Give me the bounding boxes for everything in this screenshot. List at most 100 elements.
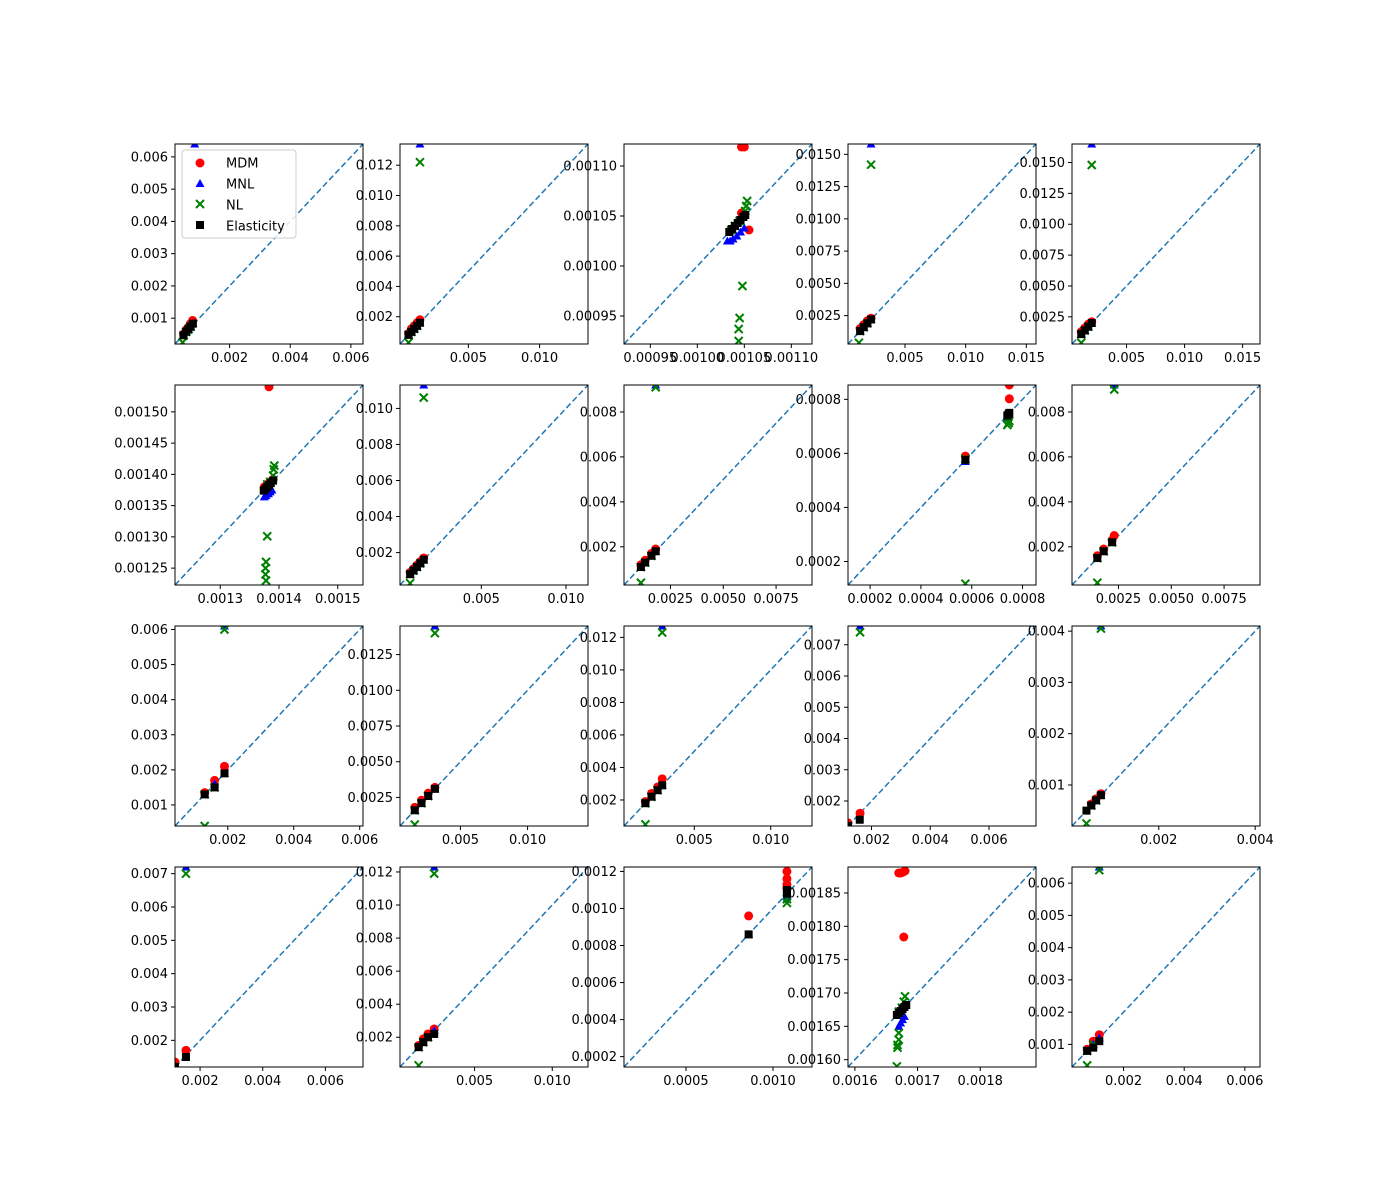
subplot-10-x-tick-label-1: 0.0025 <box>1096 592 1142 607</box>
subplot-15: 0.002 0.004 0.001 0.002 0.003 0.004 <box>1028 625 1274 848</box>
subplot-1-x-tick-label-1: 0.002 <box>211 351 248 366</box>
subplot-2: 0.005 0.010 0.002 0.004 0.006 0.008 0.010 0.012 <box>356 143 589 366</box>
subplot-6-y-tick-label-2: 0.00130 <box>114 530 168 545</box>
subplot-14-mdm-point-2 <box>855 808 865 818</box>
subplot-14: 0.002 0.004 0.006 0.002 0.003 0.004 0.005 0.006… <box>804 625 1037 848</box>
subplot-10-elasticity-point-1 <box>1093 554 1102 563</box>
subplot-11-elasticity-point-2 <box>210 783 219 792</box>
subplot-12-y-tick-label-1: 0.0025 <box>348 791 394 806</box>
subplot-8-elasticity-point-3 <box>647 551 656 560</box>
subplot-10-elasticity-point-2 <box>1099 547 1108 556</box>
subplot-7-y-tick-label-4: 0.008 <box>356 438 393 453</box>
subplot-13-x-tick-label-1: 0.005 <box>676 833 713 848</box>
legend-label-mnl: MNL <box>226 178 255 193</box>
subplot-9: 0.0002 0.0004 0.0006 0.0008 0.0002 0.0004 0.00… <box>796 384 1045 607</box>
subplot-5-elasticity-point-4 <box>1087 319 1096 328</box>
subplot-17-frame <box>399 866 589 1068</box>
subplot-17-y-tick-label-4: 0.008 <box>356 932 393 947</box>
subplot-8-y-tick-label-3: 0.006 <box>580 450 617 465</box>
subplot-3-y-tick-label-4: 0.00110 <box>563 160 617 175</box>
subplot-7-y-tick-label-1: 0.002 <box>356 546 393 561</box>
subplot-12-y-tick-label-5: 0.0125 <box>348 648 394 663</box>
subplot-17-y-tick-label-1: 0.002 <box>356 1031 393 1046</box>
subplot-9-y-tick-label-3: 0.0006 <box>796 447 842 462</box>
subplot-2-x-tick-label-1: 0.005 <box>450 351 487 366</box>
subplot-18-y-tick-label-1: 0.0002 <box>572 1050 618 1065</box>
subplot-11-y-tick-label-4: 0.004 <box>131 693 168 708</box>
subplot-17-elasticity-point-1 <box>414 1043 423 1052</box>
subplot-16-x-tick-label-2: 0.004 <box>244 1074 281 1089</box>
subplot-20-y-tick-label-2: 0.002 <box>1028 1006 1065 1021</box>
subplot-13: 0.005 0.010 0.002 0.004 0.006 0.008 0.010 0.012 <box>580 625 813 848</box>
subplot-12-elasticity-point-4 <box>430 784 439 793</box>
subplot-13-mnl-point-5 <box>657 626 667 630</box>
subplot-11-x-tick-label-3: 0.006 <box>341 833 378 848</box>
subplot-11-nl-point-3 <box>219 626 230 635</box>
subplot-14-frame <box>847 625 1037 827</box>
subplot-13-elasticity-point-3 <box>653 786 662 795</box>
subplot-12-y-tick-label-3: 0.0075 <box>348 720 394 735</box>
subplot-14-x-tick-label-2: 0.004 <box>912 833 949 848</box>
subplot-11-elasticity-point-1 <box>200 790 209 799</box>
subplot-17-y-tick-label-5: 0.010 <box>356 899 393 914</box>
subplot-17-y-tick-label-6: 0.012 <box>356 865 393 880</box>
subplot-9-x-tick-label-3: 0.0006 <box>949 592 995 607</box>
subplot-10-plot-area <box>1072 385 1260 585</box>
legend-label-nl: NL <box>226 199 244 214</box>
subplot-13-elasticity-point-2 <box>647 792 656 801</box>
subplot-1-y-tick-label-5: 0.005 <box>131 183 168 198</box>
subplot-3-mnl-point-6 <box>722 236 732 245</box>
subplot-14-y-tick-label-4: 0.005 <box>804 701 841 716</box>
subplot-15-elasticity-point-2 <box>1087 801 1096 810</box>
subplot-18-x-tick-label-2: 0.0010 <box>750 1074 796 1089</box>
subplot-1-reference-line <box>175 144 363 344</box>
subplot-18-plot-area <box>624 867 812 1067</box>
subplot-1-y-tick-label-1: 0.001 <box>131 312 168 327</box>
subplot-16-x-tick-label-3: 0.006 <box>307 1074 344 1089</box>
subplot-11-y-tick-label-6: 0.006 <box>131 623 168 638</box>
subplot-20-x-tick-label-1: 0.002 <box>1105 1074 1142 1089</box>
subplot-20-y-tick-label-4: 0.004 <box>1028 941 1065 956</box>
subplot-5-x-tick-label-3: 0.015 <box>1224 351 1261 366</box>
subplot-17-nl-point-4 <box>429 868 439 879</box>
subplot-18-mdm-point-1 <box>744 911 754 921</box>
legend-label-mdm: MDM <box>226 157 258 172</box>
subplot-11-mdm-point-3 <box>219 761 229 771</box>
subplot-6-y-tick-label-3: 0.00135 <box>114 499 168 514</box>
legend-marker-mnl <box>195 179 205 187</box>
subplot-15-nl-point-3 <box>1096 626 1106 634</box>
subplot-17-elasticity-point-4 <box>430 1029 439 1038</box>
subplot-11: 0.002 0.004 0.006 0.001 0.002 0.003 0.004 0.005… <box>131 623 379 848</box>
subplot-15-x-tick-label-2: 0.004 <box>1237 833 1274 848</box>
subplot-20: 0.002 0.004 0.006 0.001 0.002 0.003 0.004 0.005… <box>1028 866 1263 1089</box>
subplot-3-reference-line <box>624 144 812 344</box>
subplot-13-nl-point-5 <box>640 819 651 826</box>
subplot-12: 0.005 0.010 0.0025 0.0050 0.0075 0.0100 0.0125 <box>348 625 589 848</box>
subplot-8-y-tick-label-1: 0.002 <box>580 540 617 555</box>
subplot-18-x-tick-label-1: 0.0005 <box>663 1074 709 1089</box>
subplot-7-x-tick-label-1: 0.005 <box>463 592 500 607</box>
subplot-1-elasticity-point-5 <box>188 319 197 328</box>
subplot-11-x-tick-label-2: 0.004 <box>275 833 312 848</box>
subplot-19-y-tick-label-1: 0.00160 <box>787 1053 841 1068</box>
subplot-2-y-tick-label-1: 0.002 <box>356 310 393 325</box>
subplot-4-y-tick-label-1: 0.0025 <box>796 309 842 324</box>
subplot-10-nl-point-4 <box>1109 385 1119 395</box>
subplot-6-mnl-point-5 <box>267 485 277 494</box>
subplot-4-y-tick-label-2: 0.0050 <box>796 277 842 292</box>
subplot-8-y-tick-label-4: 0.008 <box>580 405 617 420</box>
subplot-13-y-tick-label-3: 0.006 <box>580 728 617 743</box>
subplot-20-x-tick-label-2: 0.004 <box>1166 1074 1203 1089</box>
subplot-14-elasticity-point-1 <box>848 822 852 826</box>
subplot-2-x-tick-label-2: 0.010 <box>521 351 558 366</box>
subplot-4: 0.005 0.010 0.015 0.0025 0.0050 0.0075 0.0100 0… <box>796 143 1045 366</box>
subplot-3-y-tick-label-1: 0.00095 <box>563 310 617 325</box>
subplot-7-nl-point-6 <box>405 578 415 585</box>
subplot-7-frame <box>399 384 589 586</box>
subplot-5-y-tick-label-1: 0.0025 <box>1020 310 1066 325</box>
subplot-11-y-tick-label-2: 0.002 <box>131 763 168 778</box>
subplot-4-x-tick-label-1: 0.005 <box>886 351 923 366</box>
subplot-7-y-tick-label-5: 0.010 <box>356 402 393 417</box>
subplot-2-y-tick-label-2: 0.004 <box>356 280 393 295</box>
